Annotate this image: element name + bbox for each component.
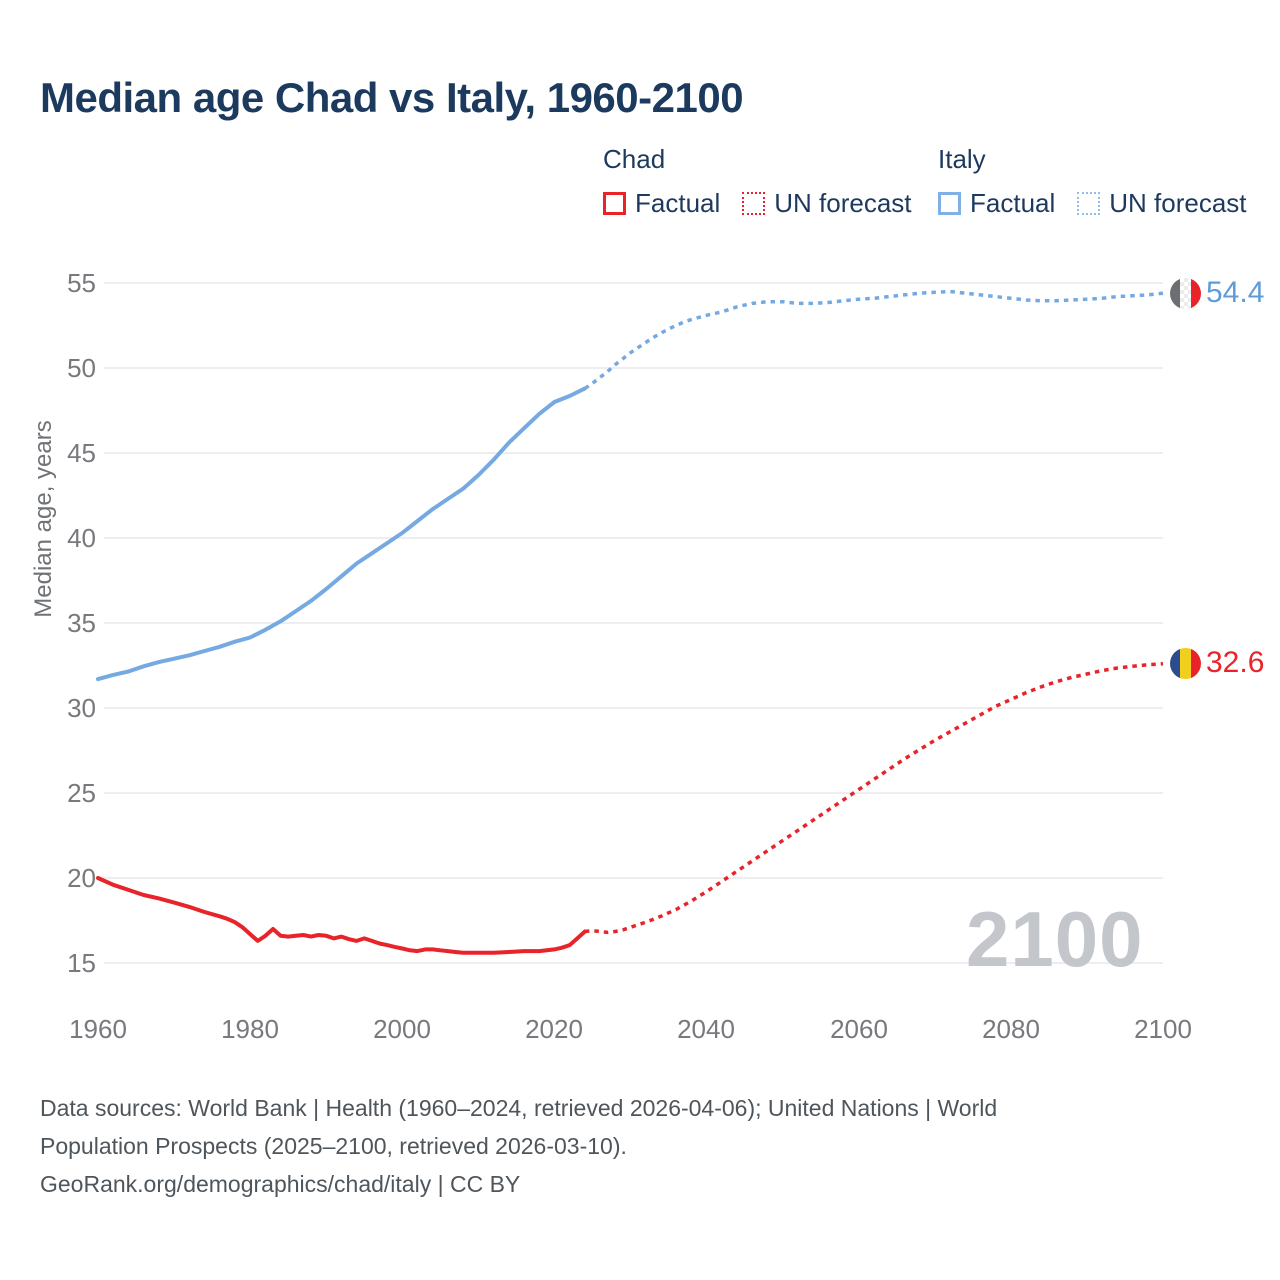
chad-flag-right-stripe	[1190, 648, 1201, 679]
chad-end-value-label: 32.6	[1206, 646, 1265, 679]
x-tick-2040: 2040	[677, 1014, 735, 1044]
italy-flag-icon	[1170, 278, 1201, 309]
x-tick-2080: 2080	[982, 1014, 1040, 1044]
y-tick-50: 50	[67, 353, 96, 383]
legend-chad-factual: Factual	[603, 188, 720, 219]
y-tick-25: 25	[67, 778, 96, 808]
chad-forecast-swatch-icon	[742, 192, 766, 215]
x-tick-1980: 1980	[221, 1014, 279, 1044]
legend-chad-forecast: UN forecast	[742, 188, 912, 219]
legend-group-italy: Italy Factual UN forecast	[938, 144, 1247, 219]
y-tick-55: 55	[67, 268, 96, 298]
y-tick-15: 15	[67, 948, 96, 978]
footer-attribution-line: GeoRank.org/demographics/chad/italy | CC…	[40, 1171, 521, 1197]
legend-group-chad: Chad Factual UN forecast	[603, 144, 912, 219]
x-tick-2060: 2060	[830, 1014, 888, 1044]
chad-flag-icon	[1170, 648, 1201, 679]
legend-italy-factual: Factual	[938, 188, 1055, 219]
chad-factual-line	[96, 876, 587, 955]
legend-italy-title: Italy	[938, 144, 986, 174]
y-tick-45: 45	[67, 438, 96, 468]
chad-forecast-line	[584, 662, 1164, 935]
legend-chad-factual-label: Factual	[635, 188, 721, 218]
chad-flag-middle-stripe	[1180, 648, 1191, 679]
footer-data-sources-line-1: Data sources: World Bank | Health (1960–…	[40, 1095, 998, 1121]
italy-flag-right-stripe	[1190, 278, 1201, 309]
y-tick-30: 30	[67, 693, 96, 723]
italy-forecast-swatch-icon	[1077, 192, 1101, 215]
italy-forecast-line	[583, 289, 1164, 390]
chad-flag-left-stripe	[1170, 648, 1181, 679]
italy-flag-middle-stripe	[1180, 278, 1191, 309]
legend-chad-items: Factual UN forecast	[603, 188, 912, 219]
chad-factual-swatch-icon	[603, 192, 626, 215]
x-tick-2000: 2000	[373, 1014, 431, 1044]
footer-data-sources-line-2: Population Prospects (2025–2100, retriev…	[40, 1133, 627, 1159]
legend-italy-forecast-label: UN forecast	[1109, 188, 1247, 218]
y-tick-35: 35	[67, 608, 96, 638]
y-tick-40: 40	[67, 523, 96, 553]
footer: Data sources: World Bank | Health (1960–…	[40, 1089, 997, 1203]
y-tick-20: 20	[67, 863, 96, 893]
legend-chad-forecast-label: UN forecast	[774, 188, 912, 218]
italy-factual-line	[96, 386, 587, 682]
legend-italy-forecast: UN forecast	[1077, 188, 1247, 219]
legend-chad-title: Chad	[603, 144, 666, 174]
x-tick-1960: 1960	[69, 1014, 127, 1044]
watermark-year: 2100	[966, 895, 1144, 983]
legend-italy-items: Factual UN forecast	[938, 188, 1247, 219]
page-title: Median age Chad vs Italy, 1960-2100	[40, 74, 744, 121]
italy-factual-swatch-icon	[938, 192, 961, 215]
x-tick-2020: 2020	[525, 1014, 583, 1044]
x-tick-2100: 2100	[1134, 1014, 1192, 1044]
italy-flag-left-stripe	[1170, 278, 1181, 309]
legend-italy-factual-label: Factual	[970, 188, 1056, 218]
italy-end-value-label: 54.4	[1206, 276, 1265, 309]
